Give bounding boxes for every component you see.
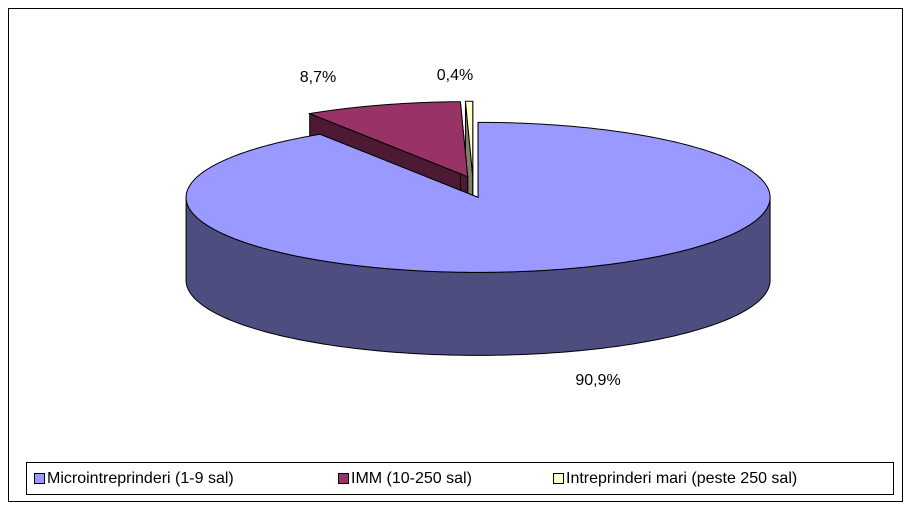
legend-swatch: [34, 473, 45, 484]
data-label: 8,7%: [300, 69, 336, 86]
legend-label: IMM (10-250 sal): [351, 470, 472, 487]
pie: 90,9% 8,7% 0,4%: [185, 67, 771, 389]
legend-swatch: [553, 473, 564, 484]
legend: Microintreprinderi (1-9 sal) IMM (10-250 …: [34, 470, 797, 487]
data-label: 0,4%: [437, 67, 473, 84]
legend-label: Intreprinderi mari (peste 250 sal): [566, 470, 797, 487]
legend-label: Microintreprinderi (1-9 sal): [47, 470, 234, 487]
slice-top: [307, 101, 469, 178]
slice-top: [185, 121, 771, 273]
legend-swatch: [338, 473, 349, 484]
slice-top: [464, 100, 474, 177]
legend-box: [26, 462, 894, 495]
data-label: 90,9%: [575, 372, 620, 389]
